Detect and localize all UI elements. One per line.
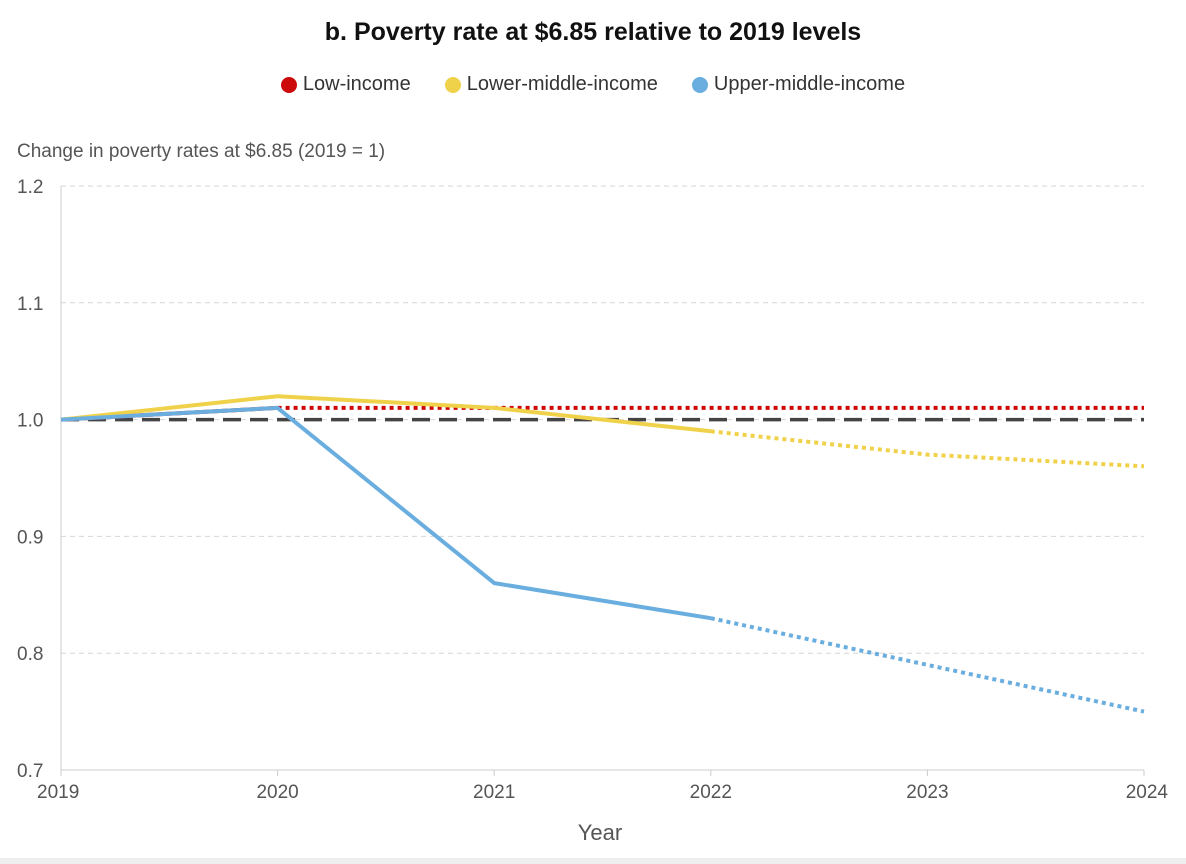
y-tick-label: 0.7 bbox=[17, 761, 43, 782]
series-upper-middle-income-projection bbox=[710, 616, 1145, 714]
x-tick-label: 2021 bbox=[473, 782, 515, 803]
legend-item-lower-middle-income[interactable]: Lower-middle-income bbox=[444, 73, 658, 96]
legend-marker-upper-middle-income bbox=[691, 76, 708, 93]
legend: Low-income Lower-middle-income Upper-mid… bbox=[0, 73, 1186, 96]
x-tick-label: 2023 bbox=[906, 782, 948, 803]
y-tick-label: 0.8 bbox=[17, 644, 43, 665]
series-lower-middle-income-line bbox=[60, 394, 712, 434]
series-lower-middle-income-projection bbox=[710, 429, 1145, 469]
legend-label-low-income: Low-income bbox=[302, 73, 411, 95]
bottom-divider bbox=[0, 858, 1186, 864]
y-axis-title: Change in poverty rates at $6.85 (2019 =… bbox=[17, 141, 386, 162]
y-tick-label: 1.2 bbox=[17, 177, 43, 198]
series-upper-middle-income-line bbox=[60, 405, 712, 621]
x-axis-title: Year bbox=[577, 820, 623, 845]
x-tick-label: 2024 bbox=[1126, 782, 1169, 803]
x-tick-label: 2022 bbox=[690, 782, 732, 803]
y-tick-label: 0.9 bbox=[17, 527, 43, 548]
y-tick-label: 1.1 bbox=[17, 294, 43, 315]
legend-label-lower-middle-income: Lower-middle-income bbox=[466, 73, 658, 95]
legend-item-upper-middle-income[interactable]: Upper-middle-income bbox=[691, 73, 906, 96]
x-tick-label: 2019 bbox=[37, 782, 79, 803]
legend-item-low-income[interactable]: Low-income bbox=[280, 73, 411, 96]
chart-title: b. Poverty rate at $6.85 relative to 201… bbox=[324, 18, 862, 46]
legend-label-upper-middle-income: Upper-middle-income bbox=[713, 73, 906, 95]
x-tick-label: 2020 bbox=[256, 782, 298, 803]
y-tick-label: 1.0 bbox=[17, 411, 43, 432]
legend-marker-low-income bbox=[280, 76, 297, 93]
legend-marker-lower-middle-income bbox=[444, 76, 461, 93]
